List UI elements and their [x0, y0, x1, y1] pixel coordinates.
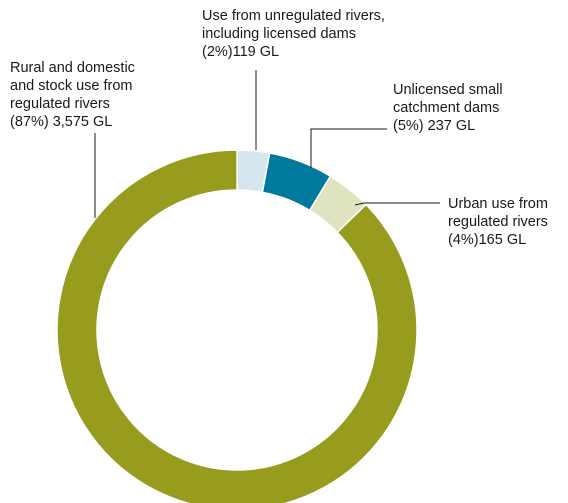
label-rural-domestic-stock: Rural and domestic and stock use from re… — [10, 60, 139, 130]
leader-line-unlicensed — [310, 128, 387, 168]
slice-rural-domestic-stock — [56, 149, 418, 503]
leader-lines — [94, 70, 440, 218]
leader-line-urban — [354, 202, 440, 206]
label-unlicensed-dams: Unlicensed small catchment dams (5%) 237… — [393, 82, 507, 134]
label-urban-use: Urban use from regulated rivers (4%)165 … — [448, 196, 552, 248]
donut-slices — [56, 149, 418, 503]
label-unregulated-rivers: Use from unregulated rivers, including l… — [202, 8, 389, 60]
